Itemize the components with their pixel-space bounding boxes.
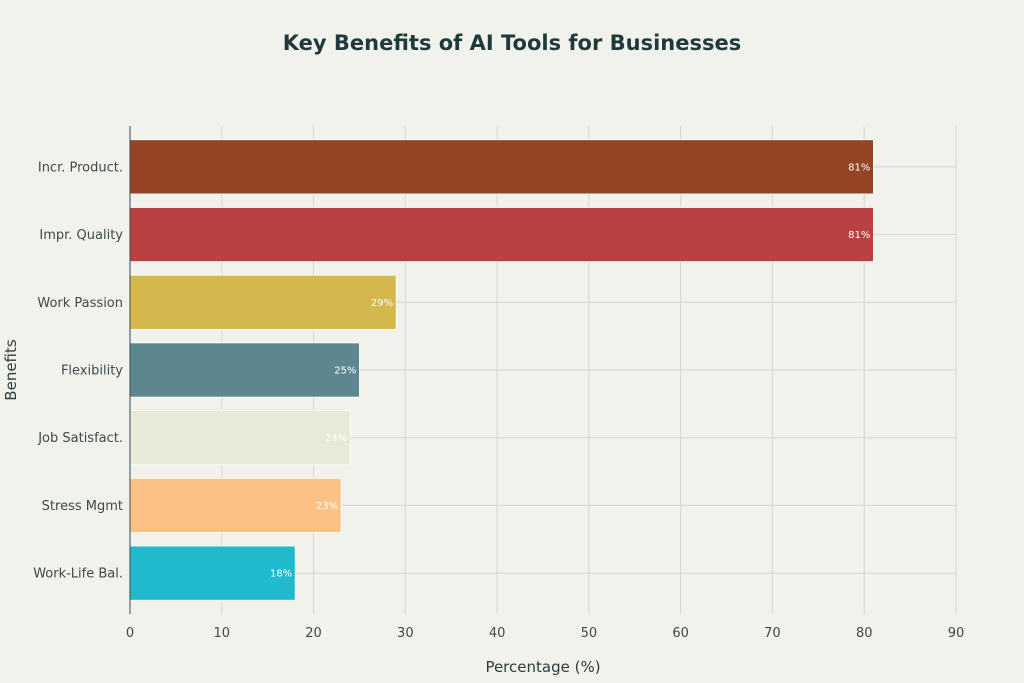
bar [129, 274, 397, 330]
y-category-label: Impr. Quality [39, 228, 123, 243]
y-category-label: Stress Mgmt [42, 499, 123, 514]
x-tick-label: 60 [672, 626, 689, 641]
x-axis-ticks: 0 10 20 30 40 50 60 70 80 90 [126, 626, 964, 641]
bars: 81% 81% 29% 25% 24% 23% 18% [129, 139, 874, 601]
y-category-label: Incr. Product. [38, 160, 123, 175]
bar [129, 207, 874, 263]
x-tick-label: 80 [856, 626, 873, 641]
y-category-label: Flexibility [61, 364, 123, 379]
x-tick-label: 30 [397, 626, 414, 641]
bar-data-label: 81% [848, 162, 870, 173]
bar-data-label: 18% [270, 569, 292, 580]
x-axis-label: Percentage (%) [485, 658, 600, 676]
bar-data-label: 81% [848, 230, 870, 241]
bar [129, 342, 360, 398]
bar [129, 477, 342, 533]
x-tick-label: 90 [948, 626, 965, 641]
x-tick-label: 50 [581, 626, 598, 641]
y-axis-label: Benefits [2, 339, 20, 401]
x-tick-label: 20 [305, 626, 322, 641]
x-tick-label: 40 [489, 626, 506, 641]
y-axis-categories: Incr. Product. Impr. Quality Work Passion F… [33, 160, 123, 581]
y-category-label: Work-Life Bal. [33, 567, 123, 582]
bar-data-label: 29% [371, 298, 393, 309]
bar [129, 545, 296, 601]
y-category-label: Work Passion [37, 296, 123, 311]
bar [129, 139, 874, 195]
bar-data-label: 24% [325, 433, 347, 444]
chart-title: Key Benefits of AI Tools for Businesses [283, 31, 741, 55]
y-category-label: Job Satisfact. [37, 431, 123, 446]
x-tick-label: 70 [764, 626, 781, 641]
bar-data-label: 25% [334, 366, 356, 377]
x-tick-label: 0 [126, 626, 134, 641]
x-tick-label: 10 [214, 626, 231, 641]
bar [129, 410, 351, 466]
bar-data-label: 23% [316, 501, 338, 512]
